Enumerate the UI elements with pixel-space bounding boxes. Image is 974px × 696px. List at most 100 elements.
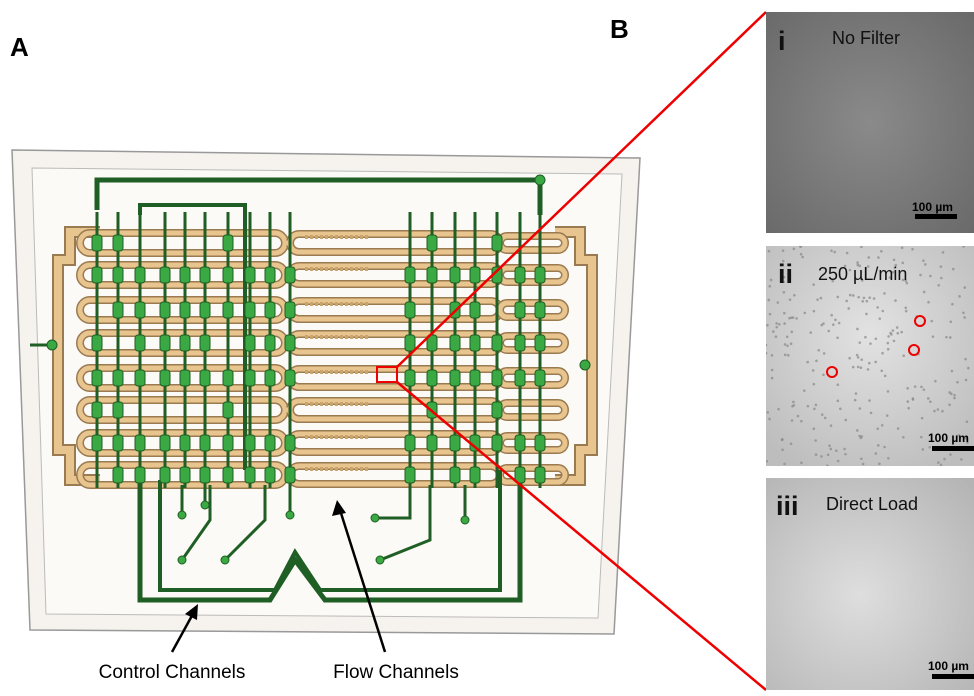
valve — [135, 435, 145, 451]
particle — [927, 301, 930, 304]
particle — [857, 366, 860, 369]
particle — [962, 311, 965, 314]
valve — [160, 335, 170, 351]
particle — [836, 336, 839, 339]
valve — [492, 370, 502, 386]
particle — [966, 420, 969, 423]
particle — [765, 460, 768, 463]
valve — [535, 267, 545, 283]
valve — [200, 302, 210, 318]
particle — [921, 417, 924, 420]
port — [535, 175, 545, 185]
particle — [920, 436, 923, 439]
particle — [896, 326, 899, 329]
particle — [948, 391, 951, 394]
particle — [952, 268, 955, 271]
particle — [795, 317, 798, 320]
valve — [535, 435, 545, 451]
valve — [92, 335, 102, 351]
particle — [801, 256, 804, 259]
valve — [492, 435, 502, 451]
particle — [803, 312, 806, 315]
valve — [265, 435, 275, 451]
particle — [844, 419, 847, 422]
valve — [245, 267, 255, 283]
particle — [856, 328, 859, 331]
valve — [245, 335, 255, 351]
valve — [160, 467, 170, 483]
particle — [943, 458, 946, 461]
particle — [956, 381, 959, 384]
valve — [405, 302, 415, 318]
particle — [855, 392, 858, 395]
particle — [775, 335, 778, 338]
valve — [492, 402, 502, 418]
figure: A B Control Channels Flow Channels i No … — [0, 0, 974, 696]
valve — [265, 467, 275, 483]
particle — [958, 295, 961, 298]
micrograph: ii 250 µL/min 100 µm — [765, 245, 974, 467]
valve — [427, 370, 437, 386]
particle — [906, 400, 909, 403]
particle — [793, 248, 796, 251]
particle — [892, 329, 895, 332]
valve — [180, 467, 190, 483]
particle — [772, 330, 775, 333]
particle — [868, 362, 871, 365]
particle — [923, 388, 926, 391]
particle — [793, 404, 796, 407]
particle — [845, 300, 848, 303]
particle — [929, 275, 932, 278]
valve — [113, 235, 123, 251]
particle — [827, 453, 830, 456]
particle — [897, 427, 900, 430]
annotation: Control Channels — [99, 662, 246, 683]
valve — [450, 267, 460, 283]
particle — [877, 256, 880, 259]
port — [201, 501, 209, 509]
particle — [799, 245, 802, 248]
particle — [878, 462, 881, 465]
valve — [535, 302, 545, 318]
valve — [285, 370, 295, 386]
particle — [823, 352, 826, 355]
port — [461, 516, 469, 524]
valve — [450, 335, 460, 351]
particle — [894, 299, 897, 302]
particle — [924, 263, 927, 266]
particle — [869, 342, 872, 345]
particle — [963, 316, 966, 319]
valve — [223, 302, 233, 318]
valve — [265, 302, 275, 318]
particle — [860, 358, 863, 361]
particle — [790, 442, 793, 445]
particle — [788, 317, 791, 320]
particle — [777, 301, 780, 304]
valve — [160, 435, 170, 451]
valve — [515, 370, 525, 386]
particle — [852, 294, 855, 297]
particle — [937, 461, 940, 464]
particle — [942, 251, 945, 254]
particle — [914, 385, 917, 388]
particle — [928, 446, 931, 449]
particle — [937, 408, 940, 411]
valve — [515, 267, 525, 283]
particle — [857, 356, 860, 359]
particle — [775, 326, 778, 329]
particle — [922, 259, 925, 262]
valve — [200, 467, 210, 483]
particle — [836, 296, 839, 299]
particle — [767, 299, 770, 302]
valve — [113, 435, 123, 451]
scale-bar-label: 100 µm — [928, 431, 969, 445]
particle — [964, 358, 967, 361]
micrograph: iii Direct Load 100 µm — [766, 478, 974, 690]
valve — [450, 435, 460, 451]
particle — [907, 407, 910, 410]
valve — [113, 402, 123, 418]
valve — [405, 335, 415, 351]
port — [178, 556, 186, 564]
particle — [817, 349, 820, 352]
particle — [771, 369, 774, 372]
